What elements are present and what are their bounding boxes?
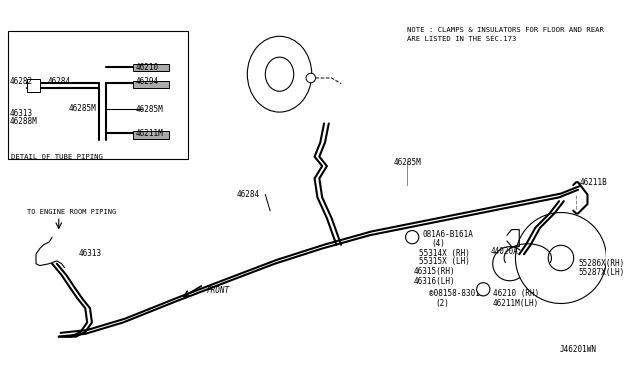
- Text: (2): (2): [436, 299, 450, 308]
- Text: FRONT: FRONT: [207, 286, 230, 295]
- Text: TO ENGINE ROOM PIPING: TO ENGINE ROOM PIPING: [26, 209, 116, 215]
- Ellipse shape: [266, 57, 294, 91]
- Text: 46211M(LH): 46211M(LH): [493, 299, 539, 308]
- Text: 46315(RH): 46315(RH): [413, 267, 455, 276]
- Bar: [8, 31, 188, 158]
- Text: 46210: 46210: [136, 63, 159, 72]
- Text: B: B: [481, 287, 485, 292]
- Circle shape: [548, 245, 573, 271]
- Text: 46285M: 46285M: [136, 105, 163, 113]
- Circle shape: [515, 212, 607, 304]
- Text: 55287X(LH): 55287X(LH): [578, 269, 624, 278]
- Bar: [132, 64, 169, 71]
- Text: 46285M: 46285M: [393, 158, 421, 167]
- Text: 46316(LH): 46316(LH): [413, 277, 455, 286]
- Text: 46313: 46313: [79, 248, 102, 257]
- Circle shape: [306, 73, 316, 83]
- Text: B: B: [410, 235, 414, 240]
- Text: 46211B: 46211B: [580, 179, 607, 187]
- Text: 46288M: 46288M: [10, 117, 37, 126]
- Text: 46285M: 46285M: [68, 103, 96, 113]
- Text: 55286X(RH): 55286X(RH): [578, 259, 624, 268]
- Text: 46211M: 46211M: [136, 129, 163, 138]
- Text: 55315X (LH): 55315X (LH): [419, 257, 470, 266]
- Bar: [26, 79, 40, 92]
- Bar: [132, 81, 169, 89]
- Text: 46210 (RH): 46210 (RH): [493, 289, 539, 298]
- Text: J46201WN: J46201WN: [560, 345, 597, 354]
- Text: NOTE : CLAMPS & INSULATORS FOR FLOOR AND REAR: NOTE : CLAMPS & INSULATORS FOR FLOOR AND…: [408, 27, 604, 33]
- Text: 46313: 46313: [10, 109, 33, 118]
- Bar: [132, 131, 169, 139]
- Text: 46284: 46284: [47, 77, 70, 86]
- Circle shape: [406, 231, 419, 244]
- Text: 46294: 46294: [136, 77, 159, 86]
- Text: ARE LISTED IN THE SEC.173: ARE LISTED IN THE SEC.173: [408, 36, 517, 42]
- Circle shape: [477, 283, 490, 296]
- Text: 55314X (RH): 55314X (RH): [419, 248, 470, 257]
- Ellipse shape: [247, 36, 312, 112]
- Text: (4): (4): [431, 239, 445, 248]
- Text: DETAIL OF TUBE PIPING: DETAIL OF TUBE PIPING: [12, 154, 103, 160]
- Text: 46282: 46282: [10, 77, 33, 86]
- Text: ®08158-8301E: ®08158-8301E: [429, 289, 484, 298]
- Text: 081A6-B161A: 081A6-B161A: [422, 230, 474, 238]
- Text: 44020A: 44020A: [491, 247, 518, 256]
- Text: 46284: 46284: [237, 190, 260, 199]
